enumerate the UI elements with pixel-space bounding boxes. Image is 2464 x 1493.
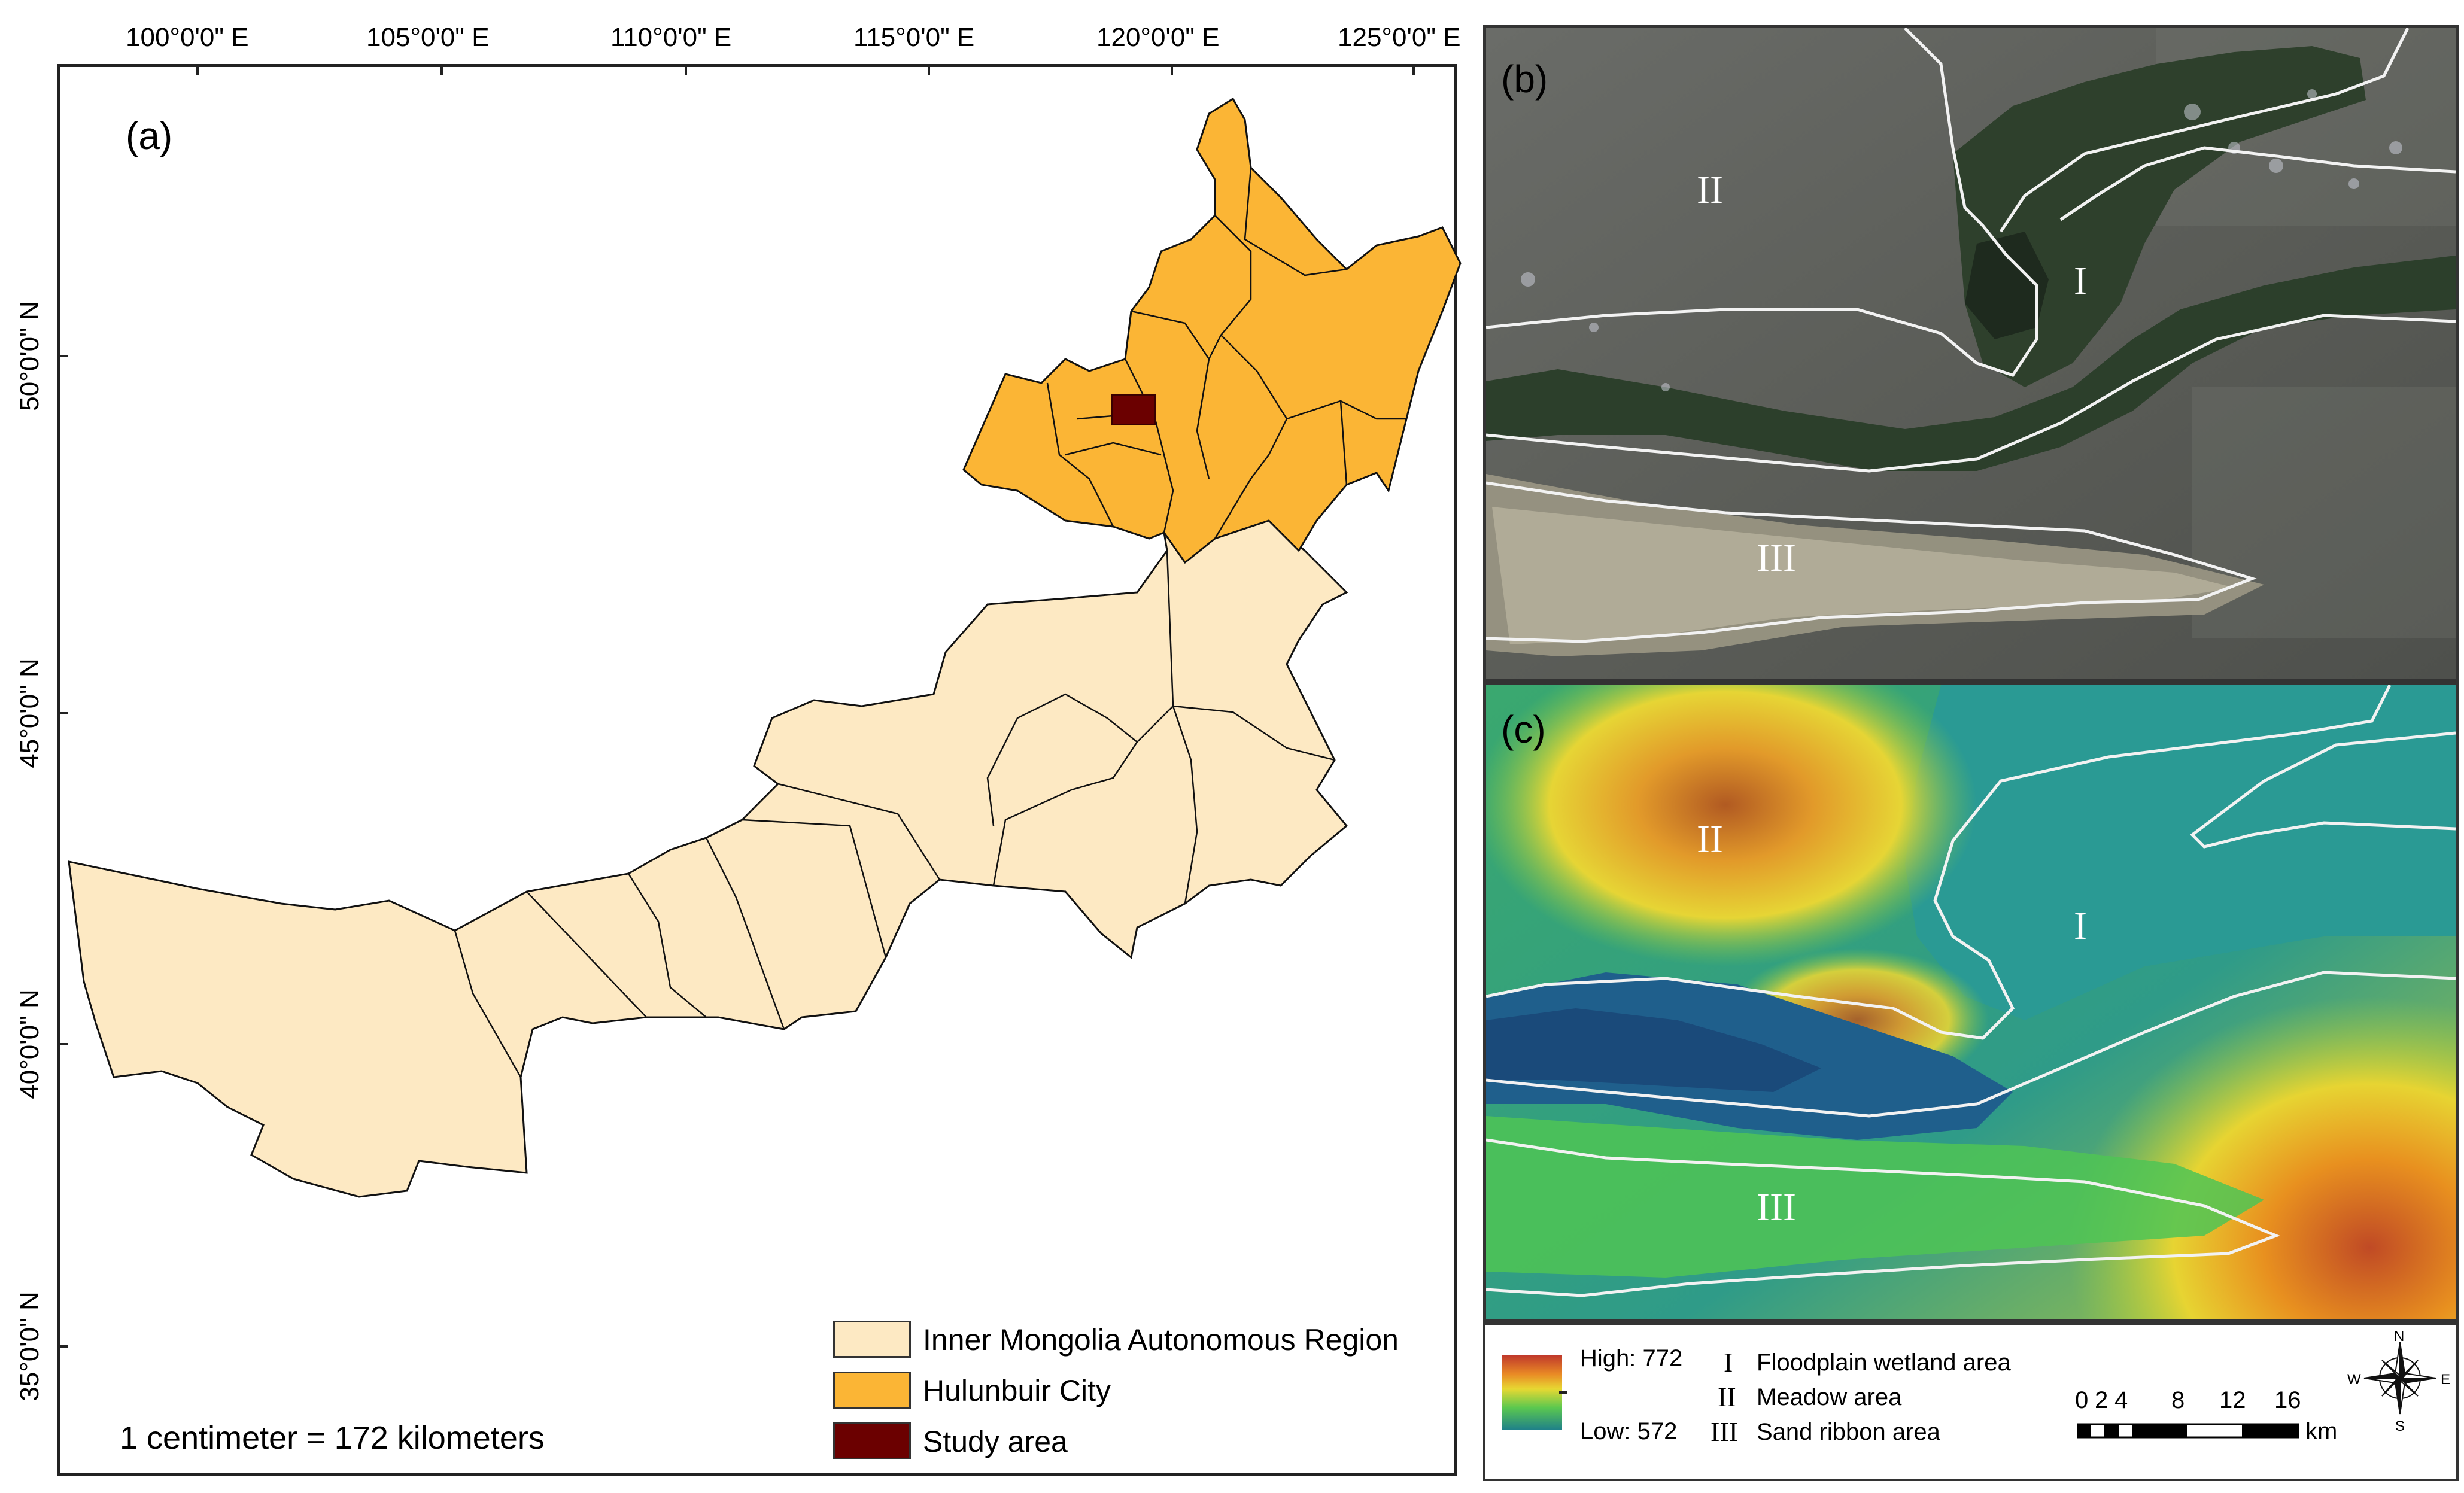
scale-bar-graphic [2077, 1423, 2299, 1439]
zone-legend-numeral: I [1724, 1347, 1733, 1378]
dem-ramp-ticks [1559, 1391, 1567, 1394]
x-tick-label: 115°0'0" E [853, 23, 975, 52]
panel-b-image [1486, 28, 2456, 679]
compass-w: W [2347, 1372, 2361, 1388]
legend-swatch-hulunbuir [833, 1372, 911, 1409]
panel-c-label: (c) [1501, 708, 1546, 751]
panel-c-zone-ii: II [1697, 817, 1723, 861]
legend-label-hulunbuir: Hulunbuir City [923, 1374, 1111, 1407]
zone-legend-label: Meadow area [1757, 1384, 1902, 1410]
inner-mongolia-region [68, 519, 1348, 1198]
zone-legend-label: Sand ribbon area [1757, 1419, 1940, 1445]
x-tick-label: 125°0'0" E [1338, 23, 1461, 52]
compass-n: N [2394, 1328, 2405, 1345]
scale-tick-label: 2 [2095, 1387, 2108, 1413]
panel-c-zone-i: I [2074, 904, 2087, 948]
bottom-legend-frame [1483, 1322, 2459, 1481]
legend-swatch-inner-mongolia [833, 1321, 911, 1358]
scale-tick-label: 8 [2171, 1387, 2185, 1413]
dem-low-label: Low: 572 [1580, 1418, 1678, 1445]
scale-tick-label: 0 [2075, 1387, 2089, 1413]
scale-tick-label: 12 [2219, 1387, 2246, 1413]
legend-label-study-area: Study area [923, 1425, 1068, 1458]
x-tick-label: 100°0'0" E [126, 23, 249, 52]
panel-b-frame [1483, 25, 2459, 682]
x-tick-label: 110°0'0" E [610, 23, 732, 52]
panel-b-zone-ii: II [1697, 168, 1723, 212]
panel-a-frame [57, 64, 1457, 1476]
compass-e: E [2441, 1372, 2451, 1388]
study-area [1111, 394, 1156, 425]
panel-c-frame [1483, 682, 2459, 1322]
x-tick-label: 120°0'0" E [1096, 23, 1220, 52]
x-tick-label: 105°0'0" E [366, 23, 490, 52]
compass-rose-icon [2363, 1342, 2436, 1415]
scale-text: 1 centimeter = 172 kilometers [120, 1420, 545, 1456]
compass-s: S [2395, 1418, 2405, 1434]
panel-a-label: (a) [126, 114, 173, 157]
panel-b-label: (b) [1501, 57, 1548, 101]
dem-high-label: High: 772 [1580, 1345, 1683, 1372]
hulunbuir-city [962, 97, 1462, 564]
dem-color-ramp [1502, 1355, 1562, 1430]
scale-tick-label: 16 [2274, 1387, 2301, 1413]
legend-swatch-study-area [833, 1422, 911, 1459]
legend-label-inner-mongolia: Inner Mongolia Autonomous Region [923, 1323, 1399, 1357]
scale-unit: km [2305, 1418, 2338, 1445]
panel-b-zone-i: I [2074, 259, 2087, 303]
zone-legend-label: Floodplain wetland area [1757, 1349, 2011, 1376]
panel-b-zone-iii: III [1757, 536, 1796, 580]
scale-tick-label: 4 [2114, 1387, 2128, 1413]
panel-c-image [1486, 685, 2456, 1319]
panel-c-zone-iii: III [1757, 1185, 1796, 1229]
zone-legend-numeral: III [1710, 1416, 1738, 1447]
zone-legend-numeral: II [1718, 1382, 1736, 1412]
